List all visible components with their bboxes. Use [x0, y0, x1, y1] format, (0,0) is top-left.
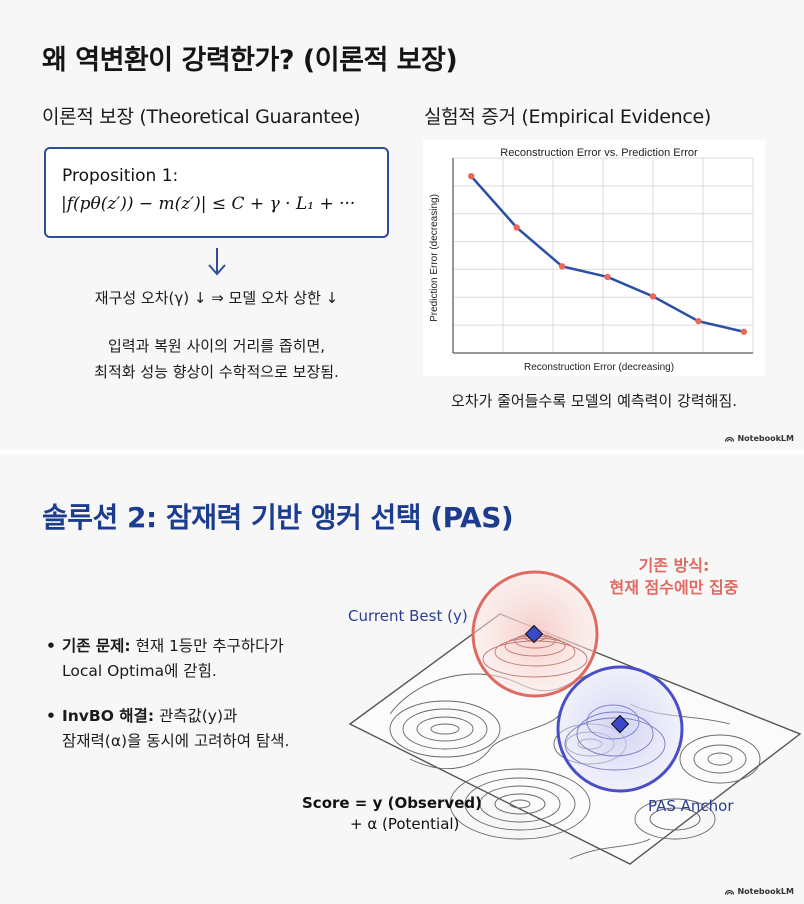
- chart-grid: [453, 157, 754, 353]
- bullet-text-line2: 잠재력(α)을 동시에 고려하여 탐색.: [62, 732, 290, 750]
- chart-caption: 오차가 줄어들수록 모델의 예측력이 강력해짐.: [450, 392, 738, 410]
- data-point: [513, 224, 520, 231]
- explanation-line-2: 최적화 성능 향상이 수학적으로 보장됨.: [94, 363, 339, 381]
- reconstruction-error-statement: 재구성 오차(γ) ↓ ⇒ 모델 오차 상한 ↓: [94, 289, 339, 307]
- bullet-text: 관측값(y)과: [154, 707, 238, 725]
- bullet-label: 기존 문제:: [62, 637, 131, 655]
- chart-xlabel: Reconstruction Error (decreasing): [524, 362, 674, 373]
- existing-method-label: 기존 방식: 현재 점수에만 집중: [574, 555, 774, 599]
- slide-pas-solution: 솔루션 2: 잠재력 기반 앵커 선택 (PAS) • 기존 문제: 현재 1등…: [0, 454, 804, 904]
- current-best-marker: [524, 624, 544, 644]
- notebooklm-logo-icon: [725, 889, 735, 895]
- theoretical-heading: 이론적 보장 (Theoretical Guarantee): [42, 106, 361, 128]
- proposition-title: Proposition 1:: [62, 166, 179, 186]
- data-point: [604, 273, 611, 281]
- notebooklm-logo-icon: [725, 436, 735, 442]
- chart-series: [467, 172, 748, 335]
- data-point: [467, 172, 475, 180]
- pas-anchor-label: PAS Anchor: [648, 797, 734, 815]
- error-chart-svg: Reconstruction Error vs. Prediction Erro…: [429, 147, 754, 373]
- optimization-landscape-illustration: [348, 570, 802, 865]
- badge-label: NotebookLM: [737, 434, 794, 443]
- notebooklm-badge: NotebookLM: [725, 887, 794, 896]
- chart-ylabel: Prediction Error (decreasing): [429, 194, 440, 322]
- error-chart: Reconstruction Error vs. Prediction Erro…: [423, 140, 765, 376]
- chart-title: Reconstruction Error vs. Prediction Erro…: [500, 147, 698, 159]
- badge-label: NotebookLM: [737, 887, 794, 896]
- proposition-formula: |f(pθ(z′)) − m(z′)| ≤ C + γ · L₁ + ···: [61, 194, 356, 214]
- bullet-text-line2: Local Optima에 갇힘.: [62, 662, 217, 680]
- pas-anchor-marker: [610, 714, 630, 734]
- arrow-down-icon: [208, 248, 226, 276]
- existing-method-line1: 기존 방식:: [638, 556, 710, 575]
- notebooklm-badge: NotebookLM: [725, 434, 794, 443]
- bullet-existing-problem: • 기존 문제: 현재 1등만 추구하다가 Local Optima에 갇힘.: [46, 634, 284, 684]
- score-formula-line1: Score = y (Observed): [302, 794, 482, 812]
- explanation-line-1: 입력과 복원 사이의 거리를 좁히면,: [107, 337, 326, 355]
- data-point: [740, 328, 748, 335]
- slide-title: 왜 역변환이 강력한가? (이론적 보장): [42, 45, 458, 76]
- proposition-box: Proposition 1: |f(pθ(z′)) − m(z′)| ≤ C +…: [44, 147, 389, 238]
- empirical-heading: 실험적 증거 (Empirical Evidence): [424, 106, 712, 128]
- score-formula-line2: + α (Potential): [350, 815, 460, 833]
- data-point: [649, 293, 657, 300]
- slide-theoretical-guarantee: 왜 역변환이 강력한가? (이론적 보장) 이론적 보장 (Theoretica…: [0, 0, 804, 450]
- data-point: [558, 263, 566, 270]
- bullet-text: 현재 1등만 추구하다가: [130, 637, 284, 655]
- bullet-dot: •: [46, 637, 56, 655]
- slide-title: 솔루션 2: 잠재력 기반 앵커 선택 (PAS): [42, 501, 514, 534]
- bullet-invbo-solution: • InvBO 해결: 관측값(y)과 잠재력(α)을 동시에 고려하여 탐색.: [46, 704, 290, 754]
- data-point: [695, 317, 702, 325]
- bullet-dot: •: [46, 707, 56, 725]
- bullet-label: InvBO 해결:: [62, 707, 155, 725]
- current-best-label: Current Best (y): [348, 607, 468, 625]
- anchor-contours: [564, 704, 666, 771]
- existing-method-line2: 현재 점수에만 집중: [609, 578, 739, 597]
